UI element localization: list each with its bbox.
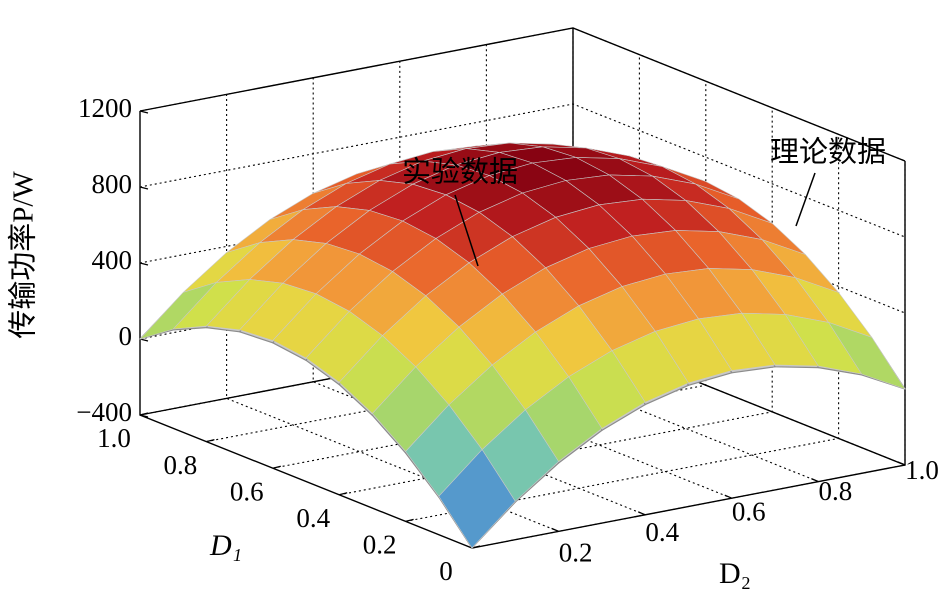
- d1-tick: [339, 492, 348, 496]
- annotation-leader: [454, 194, 479, 267]
- d1-tick-label: 0.6: [230, 476, 264, 506]
- d2-tick: [724, 494, 733, 499]
- d1-tick-label: 0.8: [164, 450, 198, 480]
- d2-tick-label: 0.2: [559, 538, 593, 568]
- d1-tick: [405, 518, 414, 523]
- d2-axis-label: D₂: [719, 557, 751, 590]
- d1-axis-label: D₁: [209, 529, 242, 562]
- z-tick-label: 1200: [78, 93, 132, 123]
- d2-tick: [811, 478, 819, 483]
- d2-tick: [551, 527, 559, 532]
- surfaces: [139, 142, 906, 549]
- z-tick-label: −400: [76, 397, 132, 427]
- z-tick-label: 0: [119, 321, 133, 351]
- z-tick-label: 400: [92, 245, 133, 275]
- d2-tick-label: 0.4: [645, 517, 679, 547]
- annotation: 实验数据: [402, 156, 518, 189]
- d1-tick-label: 0.4: [296, 503, 330, 533]
- d1-tick-label: 1.0: [97, 423, 131, 453]
- z-axis-label: 传输功率P/W: [7, 171, 40, 339]
- d1-tick: [272, 465, 281, 469]
- d2-tick-label: 0.6: [732, 496, 766, 526]
- grid-line: [312, 77, 646, 516]
- annotation: 理论数据: [770, 136, 886, 169]
- z-tick-label: 800: [92, 169, 133, 199]
- experimental-cell: [438, 449, 516, 549]
- z-tick: [139, 338, 149, 342]
- annotation-leader: [795, 172, 816, 227]
- z-tick: [139, 186, 149, 190]
- grid-line: [226, 94, 559, 532]
- d2-tick-label: 1.0: [905, 455, 939, 485]
- d1-tick-label: 0: [439, 556, 453, 586]
- d2-tick: [637, 511, 646, 516]
- d1-tick: [206, 438, 215, 443]
- z-tick: [139, 262, 149, 266]
- d1-tick-label: 0.2: [363, 530, 397, 560]
